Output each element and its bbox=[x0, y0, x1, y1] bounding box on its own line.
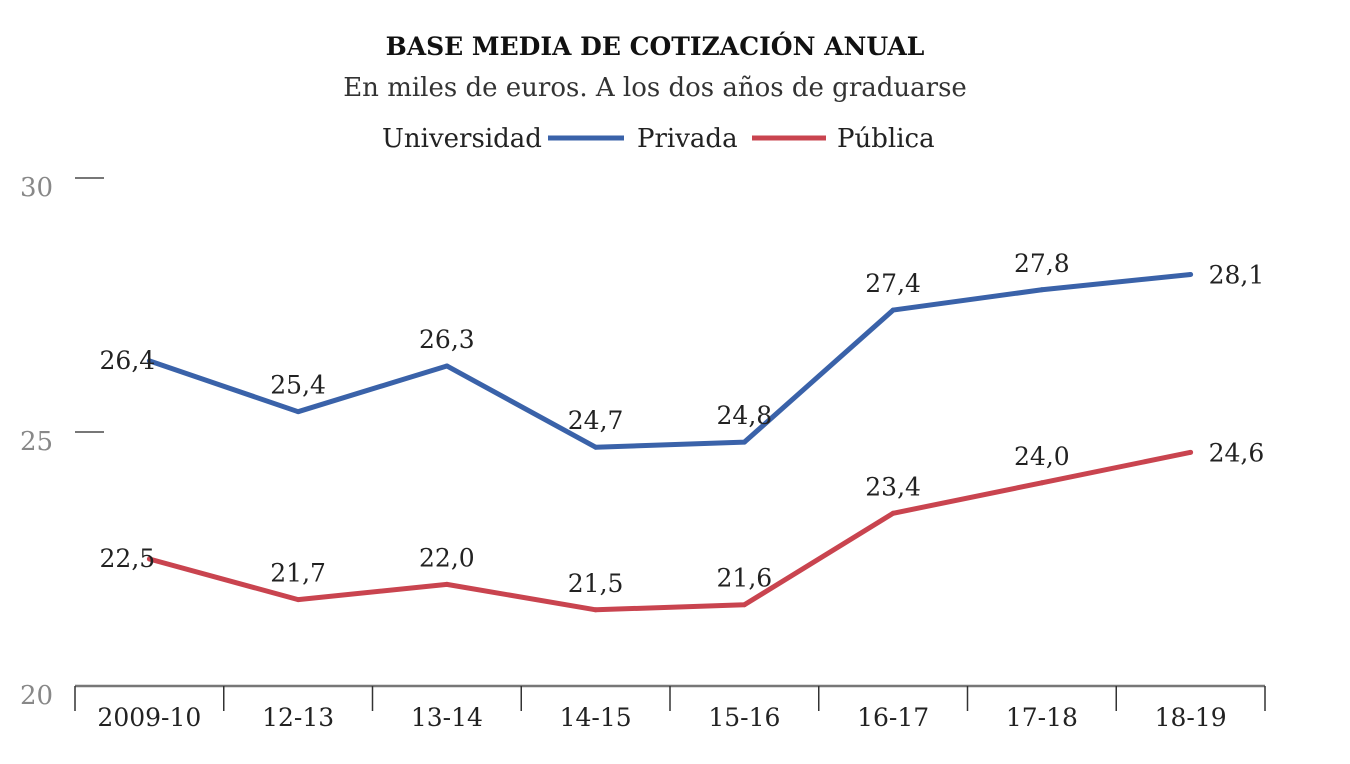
data-label: 26,3 bbox=[419, 325, 475, 354]
x-tick-label: 13-14 bbox=[411, 703, 483, 732]
data-point bbox=[890, 510, 896, 516]
legend-title: Universidad bbox=[382, 124, 542, 154]
legend-label-privada: Privada bbox=[637, 124, 738, 154]
data-point bbox=[146, 556, 152, 562]
data-point bbox=[741, 439, 747, 445]
data-label: 21,6 bbox=[717, 564, 773, 593]
y-tick-label: 20 bbox=[20, 681, 53, 711]
data-point bbox=[1039, 480, 1045, 486]
data-label: 24,0 bbox=[1014, 442, 1070, 471]
x-tick-label: 17-18 bbox=[1006, 703, 1078, 732]
data-label: 21,7 bbox=[270, 559, 326, 588]
y-tick-label: 25 bbox=[20, 427, 53, 457]
x-tick-label: 2009-10 bbox=[97, 703, 201, 732]
y-tick-label: 30 bbox=[20, 173, 53, 203]
data-point bbox=[295, 409, 301, 415]
data-label: 27,4 bbox=[865, 269, 921, 298]
x-tick-label: 15-16 bbox=[708, 703, 780, 732]
data-label: 23,4 bbox=[865, 472, 921, 501]
x-tick-label: 14-15 bbox=[560, 703, 632, 732]
data-point bbox=[593, 444, 599, 450]
series-line-privada bbox=[148, 272, 1191, 450]
data-label: 21,5 bbox=[568, 569, 624, 598]
data-label: 22,5 bbox=[100, 544, 156, 573]
data-label: 25,4 bbox=[270, 371, 326, 400]
data-point bbox=[1039, 287, 1045, 293]
data-point bbox=[1188, 449, 1194, 455]
legend: Universidad Privada Pública bbox=[382, 124, 935, 154]
data-point bbox=[1188, 272, 1194, 278]
series-line-publica bbox=[148, 449, 1192, 613]
data-point bbox=[444, 581, 450, 587]
data-label: 24,7 bbox=[568, 406, 624, 435]
data-label: 24,8 bbox=[717, 401, 773, 430]
x-tick-label: 16-17 bbox=[857, 703, 929, 732]
data-point bbox=[593, 607, 599, 613]
data-label: 26,4 bbox=[100, 346, 156, 375]
data-point bbox=[146, 358, 152, 364]
data-point bbox=[890, 307, 896, 313]
chart-title: BASE MEDIA DE COTIZACIÓN ANUAL bbox=[386, 32, 925, 61]
x-axis: 2009-10 12-13 13-14 14-15 15-16 16-17 17-18 18-… bbox=[74, 684, 1266, 732]
y-axis: 20 25 30 bbox=[20, 173, 104, 711]
data-label: 22,0 bbox=[419, 543, 475, 572]
series-group: 26,4 25,4 26,3 24,7 24,8 27,4 27,8 28,1 22,5 21,7… bbox=[100, 249, 1265, 613]
data-point bbox=[741, 602, 747, 608]
data-point bbox=[295, 597, 301, 603]
data-label: 27,8 bbox=[1014, 249, 1070, 278]
chart-subtitle: En miles de euros. A los dos años de gra… bbox=[343, 73, 967, 103]
data-label: 24,6 bbox=[1209, 438, 1265, 467]
x-tick-label: 12-13 bbox=[262, 703, 334, 732]
x-tick-label: 18-19 bbox=[1155, 703, 1227, 732]
data-label: 28,1 bbox=[1209, 261, 1265, 290]
data-point bbox=[444, 363, 450, 369]
legend-label-publica: Pública bbox=[837, 124, 935, 154]
